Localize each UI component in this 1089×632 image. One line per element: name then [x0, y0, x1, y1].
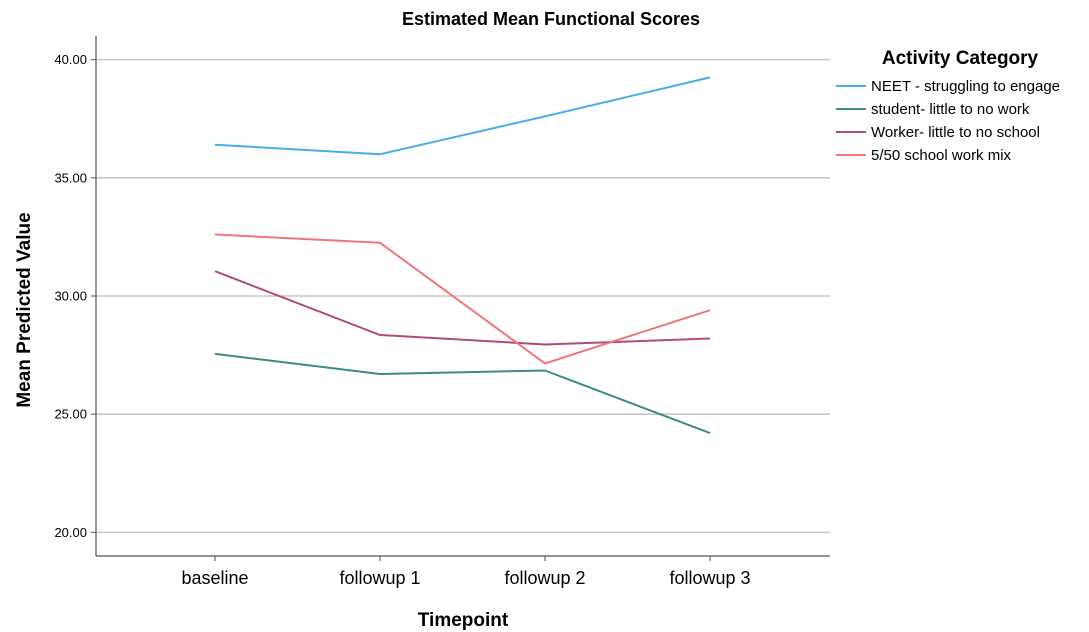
- y-tick-label: 30.00: [54, 289, 87, 304]
- x-tick-label: followup 1: [339, 568, 420, 588]
- y-axis-ticks: 20.00 25.00 30.00 35.00 40.00: [54, 52, 96, 540]
- y-tick-label: 40.00: [54, 52, 87, 67]
- y-tick-label: 35.00: [54, 170, 87, 185]
- series-lines: [214, 76, 711, 435]
- y-axis-title: Mean Predicted Value: [14, 212, 35, 407]
- x-axis-ticks: baseline followup 1 followup 2 followup 3: [181, 556, 751, 588]
- series-line-1: [214, 76, 711, 156]
- x-tick-label: followup 2: [504, 568, 585, 588]
- series-line-2: [214, 352, 711, 435]
- legend-label: Worker- little to no school: [871, 124, 1040, 141]
- chart-title: Estimated Mean Functional Scores: [402, 9, 700, 29]
- legend-label: NEET - struggling to engage: [871, 78, 1060, 95]
- legend-title: Activity Category: [882, 48, 1039, 69]
- legend-label: student- little to no work: [871, 101, 1030, 118]
- gridlines: [96, 58, 830, 534]
- legend: NEET - struggling to engage student- litt…: [836, 78, 1060, 164]
- x-axis-title: Timepoint: [418, 610, 509, 631]
- y-tick-label: 20.00: [54, 525, 87, 540]
- series-line-4: [214, 233, 711, 365]
- x-tick-label: baseline: [181, 568, 248, 588]
- legend-label: 5/50 school work mix: [871, 147, 1012, 164]
- series-line-3: [214, 270, 711, 346]
- x-tick-label: followup 3: [669, 568, 750, 588]
- y-tick-label: 25.00: [54, 407, 87, 422]
